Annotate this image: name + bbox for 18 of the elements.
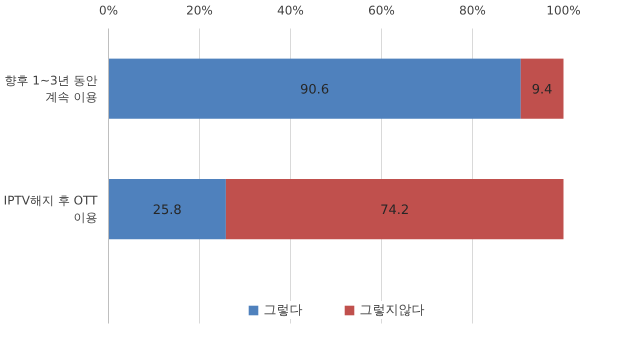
data-label: 74.2 <box>380 203 410 218</box>
y-tick-label: 향후 1~3년 동안 계속 이용 <box>4 73 98 104</box>
x-tick-label: 80% <box>459 4 486 18</box>
data-label: 25.8 <box>152 203 182 218</box>
x-tick-label: 100% <box>546 4 581 18</box>
bar <box>108 58 521 119</box>
x-tick-label: 40% <box>277 4 304 18</box>
x-tick-label: 20% <box>186 4 213 18</box>
x-tick-label: 60% <box>368 4 395 18</box>
bar <box>108 179 226 240</box>
legend-label: 그렇지않다 <box>360 302 424 319</box>
legend-label: 그렇다 <box>264 302 302 319</box>
bar <box>226 179 564 240</box>
x-tick-label: 0% <box>98 4 118 18</box>
bar <box>520 58 564 119</box>
data-label: 90.6 <box>300 82 330 98</box>
y-tick-label: IPTV해지 후 OTT 이용 <box>4 194 98 225</box>
data-label: 9.4 <box>532 82 552 98</box>
